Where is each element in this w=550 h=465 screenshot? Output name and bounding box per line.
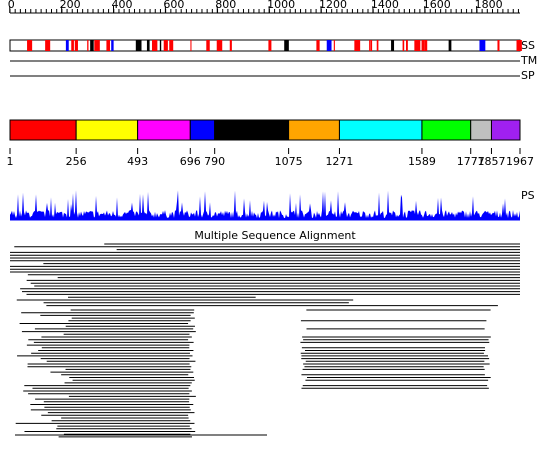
ss-segment: [354, 40, 361, 51]
domain-label: 1777: [457, 155, 485, 168]
ss-segment: [27, 40, 33, 51]
domain: [338, 119, 423, 141]
ss-segment: [87, 40, 89, 51]
ss-label: SS: [521, 39, 535, 52]
ss-segment: [206, 40, 210, 51]
ss-segment: [402, 40, 405, 51]
ruler-label: 1800: [475, 0, 503, 11]
domain-label: 790: [204, 155, 225, 168]
ss-segment: [376, 40, 379, 51]
ss-segment: [71, 40, 74, 51]
ss-segment: [370, 40, 373, 51]
ss-segment: [159, 40, 162, 51]
domain: [214, 119, 290, 141]
alignment-title: Multiple Sequence Alignment: [194, 229, 356, 242]
ss-segment: [406, 40, 408, 51]
ruler-label: 0: [8, 0, 15, 11]
ss-segment: [106, 40, 110, 51]
domain: [9, 119, 77, 141]
ss-segment: [111, 40, 114, 51]
ss-segment: [414, 40, 421, 51]
ss-segment: [229, 40, 232, 51]
ruler-label: 1400: [371, 0, 399, 11]
domain-label: 1075: [275, 155, 303, 168]
ruler-label: 1200: [319, 0, 347, 11]
ruler-label: 800: [215, 0, 236, 11]
ss-segment: [65, 40, 69, 51]
ss-segment: [516, 40, 522, 51]
ss-segment: [151, 40, 158, 51]
ss-segment: [169, 40, 174, 51]
ss-segment: [45, 40, 51, 51]
domain-label: 696: [180, 155, 201, 168]
domain-label: 493: [127, 155, 148, 168]
domain-label: 1: [7, 155, 14, 168]
ss-segment: [268, 40, 272, 51]
ss-track: [9, 39, 521, 52]
ps-label: PS: [521, 189, 535, 202]
ss-segment: [497, 40, 500, 51]
domain-label: 1271: [325, 155, 353, 168]
domain: [421, 119, 472, 141]
ss-segment: [216, 40, 223, 51]
ss-segment: [163, 40, 168, 51]
ss-segment: [369, 40, 371, 51]
ss-segment: [421, 40, 425, 51]
ss-segment: [391, 40, 395, 51]
tm-label: TM: [520, 54, 537, 67]
ss-segment: [333, 40, 335, 51]
ruler-label: 600: [163, 0, 184, 11]
domain: [189, 119, 216, 141]
ss-segment: [94, 40, 100, 51]
ss-segment: [90, 40, 94, 51]
ss-segment: [424, 40, 428, 51]
ps-profile: [10, 190, 520, 220]
sp-label: SP: [521, 69, 535, 82]
ss-segment: [448, 40, 452, 51]
ss-segment: [135, 40, 142, 51]
ss-segment: [284, 40, 289, 51]
domain: [75, 119, 139, 141]
ss-segment: [316, 40, 320, 51]
domain-label: 1589: [408, 155, 436, 168]
domain: [470, 119, 492, 141]
ruler-label: 1600: [423, 0, 451, 11]
domain: [288, 119, 340, 141]
ruler-label: 200: [60, 0, 81, 11]
domain: [490, 119, 521, 141]
ss-segment: [146, 40, 150, 51]
domain-label: 256: [66, 155, 87, 168]
domain-label: 1967: [506, 155, 534, 168]
ss-segment: [190, 40, 192, 51]
domain-label: 1857: [477, 155, 505, 168]
ss-segment: [74, 40, 78, 51]
ss-segment: [479, 40, 486, 51]
ss-segment: [326, 40, 332, 51]
domain: [137, 119, 191, 141]
ruler-label: 400: [112, 0, 133, 11]
ruler-label: 1000: [267, 0, 295, 11]
